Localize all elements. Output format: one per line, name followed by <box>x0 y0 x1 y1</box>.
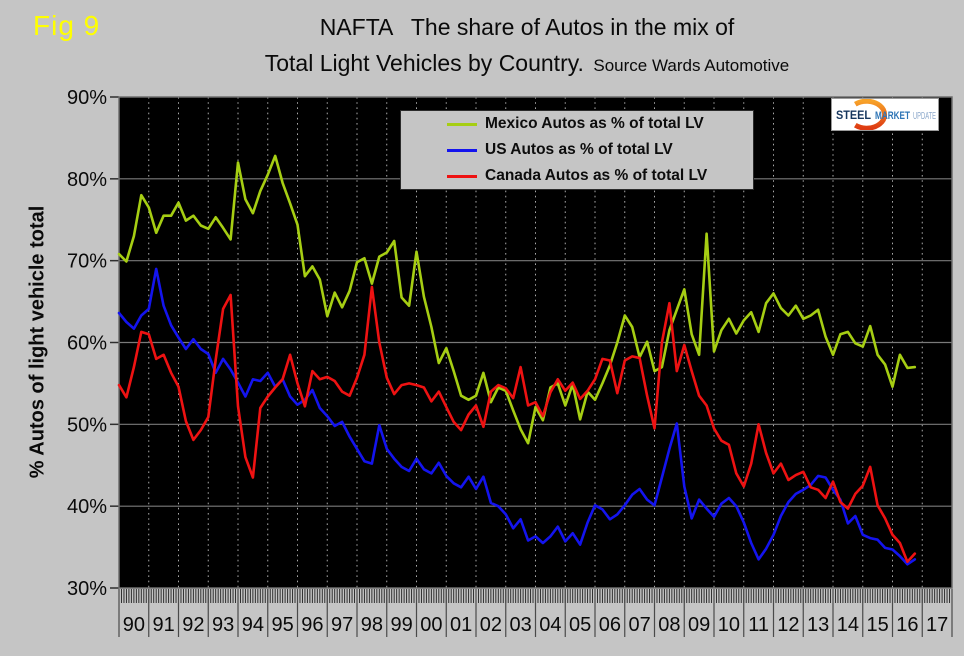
x-year-label: 08 <box>658 614 680 636</box>
x-year-label: 91 <box>153 614 175 636</box>
legend-label-us: US Autos as % of total LV <box>485 141 673 158</box>
x-year-label: 13 <box>807 614 829 636</box>
x-year-label: 93 <box>212 614 234 636</box>
x-year-label: 04 <box>539 614 561 636</box>
logo-crescent-icon <box>854 99 888 130</box>
legend-label-mexico: Mexico Autos as % of total LV <box>485 115 704 132</box>
x-year-label: 94 <box>242 614 264 636</box>
plot-frame <box>118 96 953 589</box>
chart-source: Source Wards Automotive <box>583 56 790 75</box>
x-year-label: 15 <box>867 614 889 636</box>
figure-label: Fig 9 <box>33 10 101 41</box>
series-line-mexico <box>117 154 917 445</box>
x-year-label: 00 <box>420 614 442 636</box>
chart-title-line2-text: Total Light Vehicles by Country. <box>264 50 584 76</box>
x-year-label: 17 <box>926 614 948 636</box>
y-tick-label: 70% <box>67 251 107 273</box>
x-year-label: 07 <box>629 614 651 636</box>
legend-item-mexico: Mexico Autos as % of total LV <box>401 111 753 137</box>
x-year-label: 05 <box>569 614 591 636</box>
x-year-label: 99 <box>391 614 413 636</box>
logo-word-market: MARKET <box>875 110 910 122</box>
legend-swatch-us <box>447 148 477 152</box>
y-tick-label: 40% <box>67 496 107 518</box>
logo-word-update: UPDATE <box>913 111 936 122</box>
x-year-label: 16 <box>896 614 918 636</box>
x-year-label: 11 <box>748 614 769 636</box>
x-year-label: 09 <box>688 614 710 636</box>
x-year-label: 14 <box>837 614 859 636</box>
x-year-label: 92 <box>182 614 204 636</box>
legend-item-canada: Canada Autos as % of total LV <box>401 163 753 189</box>
logo-word-steel: STEEL <box>836 110 871 122</box>
chart-title-line2: Total Light Vehicles by Country. Source … <box>100 50 954 77</box>
legend-swatch-mexico <box>447 122 477 126</box>
y-tick-label: 30% <box>67 578 107 600</box>
y-axis-title: % Autos of light vehicle total <box>26 205 49 479</box>
series-line-canada <box>117 285 917 564</box>
y-tick-label: 90% <box>67 87 107 109</box>
y-tick-label: 80% <box>67 169 107 191</box>
x-year-label: 97 <box>331 614 353 636</box>
x-year-label: 03 <box>510 614 532 636</box>
series-line-us <box>117 267 917 566</box>
y-tick-label: 60% <box>67 333 107 355</box>
x-year-label: 90 <box>123 614 145 636</box>
x-year-label: 06 <box>599 614 621 636</box>
x-year-label: 98 <box>361 614 383 636</box>
y-tick-label: 50% <box>67 414 107 436</box>
legend-item-us: US Autos as % of total LV <box>401 137 753 163</box>
chart-title-line1: NAFTA The share of Autos in the mix of <box>319 14 735 40</box>
steel-market-update-logo: STEEL MARKET UPDATE <box>831 98 939 131</box>
x-year-label: 02 <box>480 614 502 636</box>
legend: Mexico Autos as % of total LV US Autos a… <box>400 110 754 190</box>
legend-swatch-canada <box>447 174 477 178</box>
x-year-label: 12 <box>777 614 799 636</box>
x-year-label: 95 <box>272 614 294 636</box>
chart-title: NAFTA The share of Autos in the mix of T… <box>100 14 954 77</box>
x-year-label: 96 <box>301 614 323 636</box>
x-year-label: 01 <box>450 614 472 636</box>
x-year-label: 10 <box>718 614 740 636</box>
legend-label-canada: Canada Autos as % of total LV <box>485 167 708 184</box>
